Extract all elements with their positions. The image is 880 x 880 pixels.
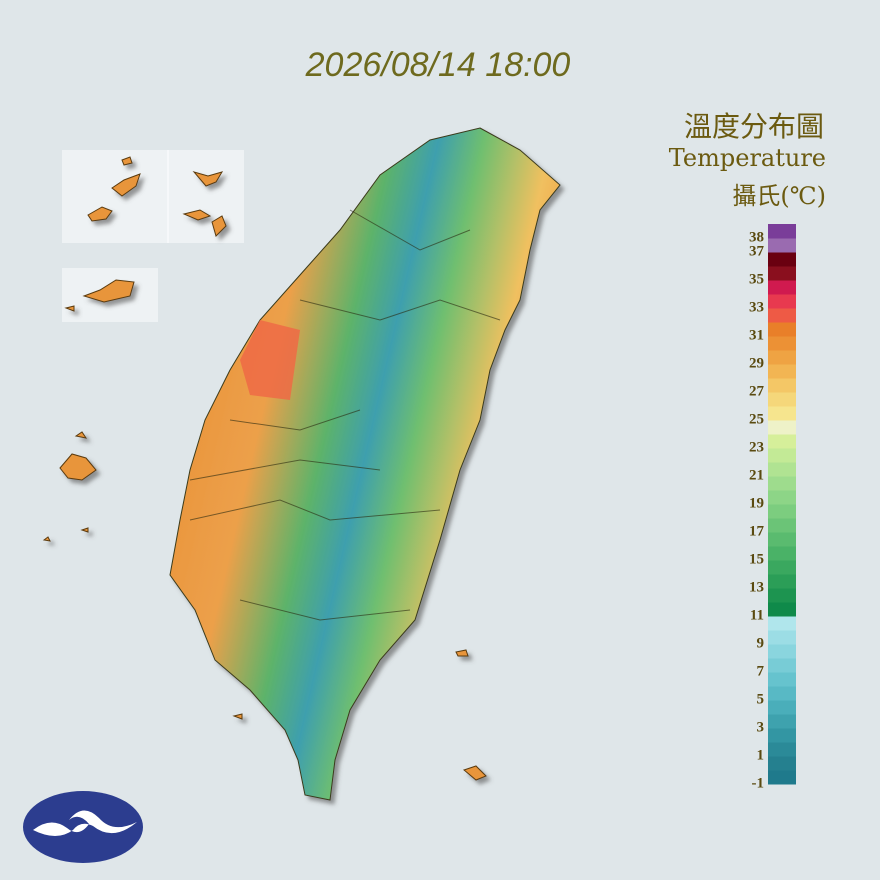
legend-color-band xyxy=(768,742,796,757)
legend-title: 溫度分布圖 xyxy=(684,110,824,143)
legend-tick-label: 37 xyxy=(749,243,765,259)
legend-color-band xyxy=(768,322,796,337)
legend-color-band xyxy=(768,756,796,771)
legend-tick-label: 27 xyxy=(749,383,765,399)
legend-color-band xyxy=(768,420,796,435)
legend-color-band xyxy=(768,616,796,631)
legend-tick-label: 7 xyxy=(757,663,765,679)
legend-tick-label: 38 xyxy=(749,229,764,245)
legend-color-band xyxy=(768,448,796,463)
legend-unit: 攝氏(℃) xyxy=(732,182,826,210)
legend-color-band xyxy=(768,308,796,323)
legend-tick-label: 35 xyxy=(749,271,764,287)
legend-color-band xyxy=(768,560,796,575)
legend-color-band xyxy=(768,462,796,477)
county-borders xyxy=(189,209,501,621)
legend-color-band xyxy=(768,364,796,379)
legend-tick-label: 9 xyxy=(757,635,765,651)
legend-color-band xyxy=(768,294,796,309)
legend-tick-label: 13 xyxy=(749,579,764,595)
legend-color-band xyxy=(768,392,796,407)
legend-color-band xyxy=(768,728,796,743)
legend-color-band xyxy=(768,238,796,253)
timestamp: 2026/08/14 18:00 xyxy=(305,46,571,84)
legend-color-band xyxy=(768,280,796,295)
legend-color-band xyxy=(768,490,796,505)
legend-color-band xyxy=(768,266,796,281)
legend-color-band xyxy=(768,714,796,729)
legend-tick-label: 15 xyxy=(749,551,764,567)
legend-color-band xyxy=(768,336,796,351)
hot-region xyxy=(240,320,300,400)
legend-color-band xyxy=(768,574,796,589)
legend-color-band xyxy=(768,532,796,547)
legend-color-band xyxy=(768,602,796,617)
legend-tick-label: -1 xyxy=(752,775,765,791)
legend-tick-label: 31 xyxy=(749,327,764,343)
legend-color-band xyxy=(768,252,796,267)
legend-color-band xyxy=(768,406,796,421)
legend-color-band xyxy=(768,504,796,519)
legend-color-band xyxy=(768,476,796,491)
legend-color-band xyxy=(768,686,796,701)
taiwan-island xyxy=(169,127,561,801)
islands xyxy=(42,156,487,781)
legend-tick-label: 29 xyxy=(749,355,764,371)
legend-color-band xyxy=(768,434,796,449)
legend-tick-label: 5 xyxy=(757,691,765,707)
legend-color-band xyxy=(768,658,796,673)
legend-color-band xyxy=(768,518,796,533)
legend-tick-label: 19 xyxy=(749,495,764,511)
legend-color-band xyxy=(768,644,796,659)
legend-tick-label: 3 xyxy=(757,719,765,735)
legend-color-band xyxy=(768,630,796,645)
legend-color-band xyxy=(768,700,796,715)
legend-tick-label: 11 xyxy=(750,607,764,623)
legend-tick-label: 17 xyxy=(749,523,765,539)
legend-tick-label: 21 xyxy=(749,467,764,483)
legend-tick-label: 1 xyxy=(757,747,765,763)
legend-subtitle: Temperature xyxy=(669,144,826,172)
legend-tick-label: 33 xyxy=(749,299,764,315)
legend-color-band xyxy=(768,770,796,785)
legend-color-band xyxy=(768,350,796,365)
legend-color-band xyxy=(768,378,796,393)
legend-tick-label: 23 xyxy=(749,439,764,455)
legend-tick-label: 25 xyxy=(749,411,764,427)
legend-color-band xyxy=(768,546,796,561)
logo-swirl xyxy=(33,810,137,836)
legend-color-band xyxy=(768,224,796,239)
legend-color-band xyxy=(768,672,796,687)
legend-color-band xyxy=(768,588,796,603)
